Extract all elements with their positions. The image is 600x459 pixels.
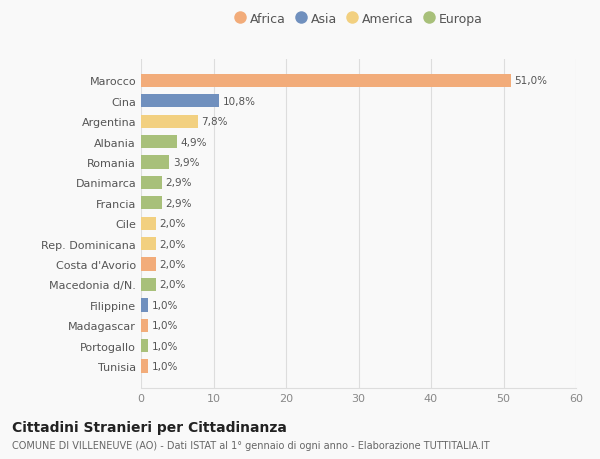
Text: COMUNE DI VILLENEUVE (AO) - Dati ISTAT al 1° gennaio di ogni anno - Elaborazione: COMUNE DI VILLENEUVE (AO) - Dati ISTAT a… xyxy=(12,440,490,450)
Bar xyxy=(141,197,162,210)
Text: 2,9%: 2,9% xyxy=(166,198,192,208)
Text: 2,0%: 2,0% xyxy=(159,239,185,249)
Text: 51,0%: 51,0% xyxy=(514,76,547,86)
Text: Cittadini Stranieri per Cittadinanza: Cittadini Stranieri per Cittadinanza xyxy=(12,420,287,434)
Text: 1,0%: 1,0% xyxy=(152,320,178,330)
Bar xyxy=(141,299,148,312)
Bar xyxy=(141,74,511,88)
Bar xyxy=(141,217,155,230)
Text: 4,9%: 4,9% xyxy=(180,137,206,147)
Text: 2,9%: 2,9% xyxy=(166,178,192,188)
Bar xyxy=(141,360,148,373)
Bar xyxy=(141,95,220,108)
Text: 2,0%: 2,0% xyxy=(159,259,185,269)
Bar xyxy=(141,339,148,353)
Bar xyxy=(141,115,197,129)
Bar xyxy=(141,136,176,149)
Text: 7,8%: 7,8% xyxy=(201,117,227,127)
Text: 10,8%: 10,8% xyxy=(223,96,256,106)
Text: 2,0%: 2,0% xyxy=(159,219,185,229)
Bar xyxy=(141,319,148,332)
Text: 3,9%: 3,9% xyxy=(173,158,199,168)
Bar xyxy=(141,176,162,190)
Text: 1,0%: 1,0% xyxy=(152,300,178,310)
Bar xyxy=(141,278,155,291)
Legend: Africa, Asia, America, Europa: Africa, Asia, America, Europa xyxy=(235,13,482,26)
Text: 1,0%: 1,0% xyxy=(152,361,178,371)
Text: 1,0%: 1,0% xyxy=(152,341,178,351)
Bar xyxy=(141,237,155,251)
Text: 2,0%: 2,0% xyxy=(159,280,185,290)
Bar xyxy=(141,156,169,169)
Bar xyxy=(141,258,155,271)
